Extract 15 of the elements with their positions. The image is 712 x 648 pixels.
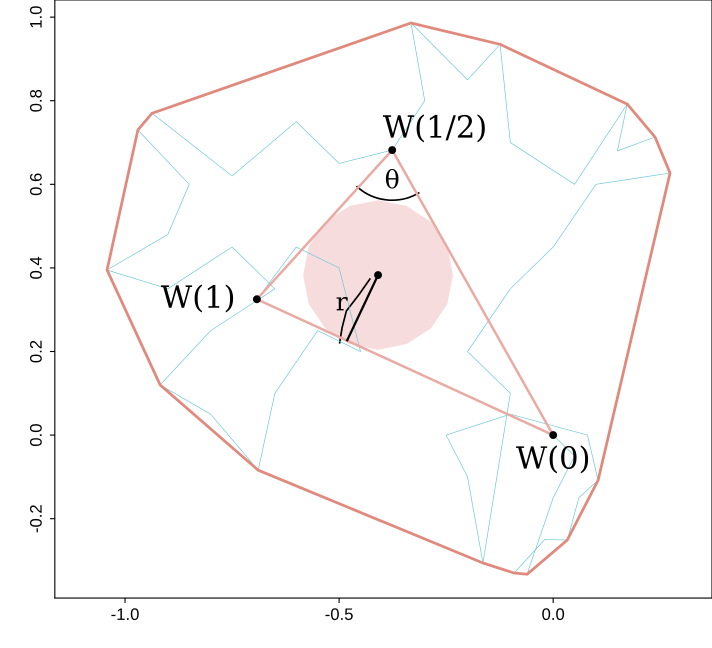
y-tick-label: -0.2 (30, 505, 42, 532)
y-tick-label: 0.2 (30, 340, 42, 362)
y-tick-label: 0.8 (30, 90, 42, 112)
y-tick-label: 1.0 (30, 6, 42, 28)
x-tick-label: -0.5 (325, 608, 353, 620)
y-tick-label: 0.0 (30, 424, 42, 446)
y-tick-label: 0.6 (30, 173, 42, 196)
annotation: r (336, 297, 348, 310)
x-tick-label: -1.0 (111, 608, 139, 620)
annotation: θ (386, 169, 398, 189)
y-tick-label: 0.4 (30, 256, 42, 279)
annotation: W(1/2) (382, 114, 485, 142)
x-tick-label: 0.0 (542, 608, 564, 620)
annotation: W(0) (516, 445, 588, 474)
annotation: W(1) (160, 284, 234, 312)
